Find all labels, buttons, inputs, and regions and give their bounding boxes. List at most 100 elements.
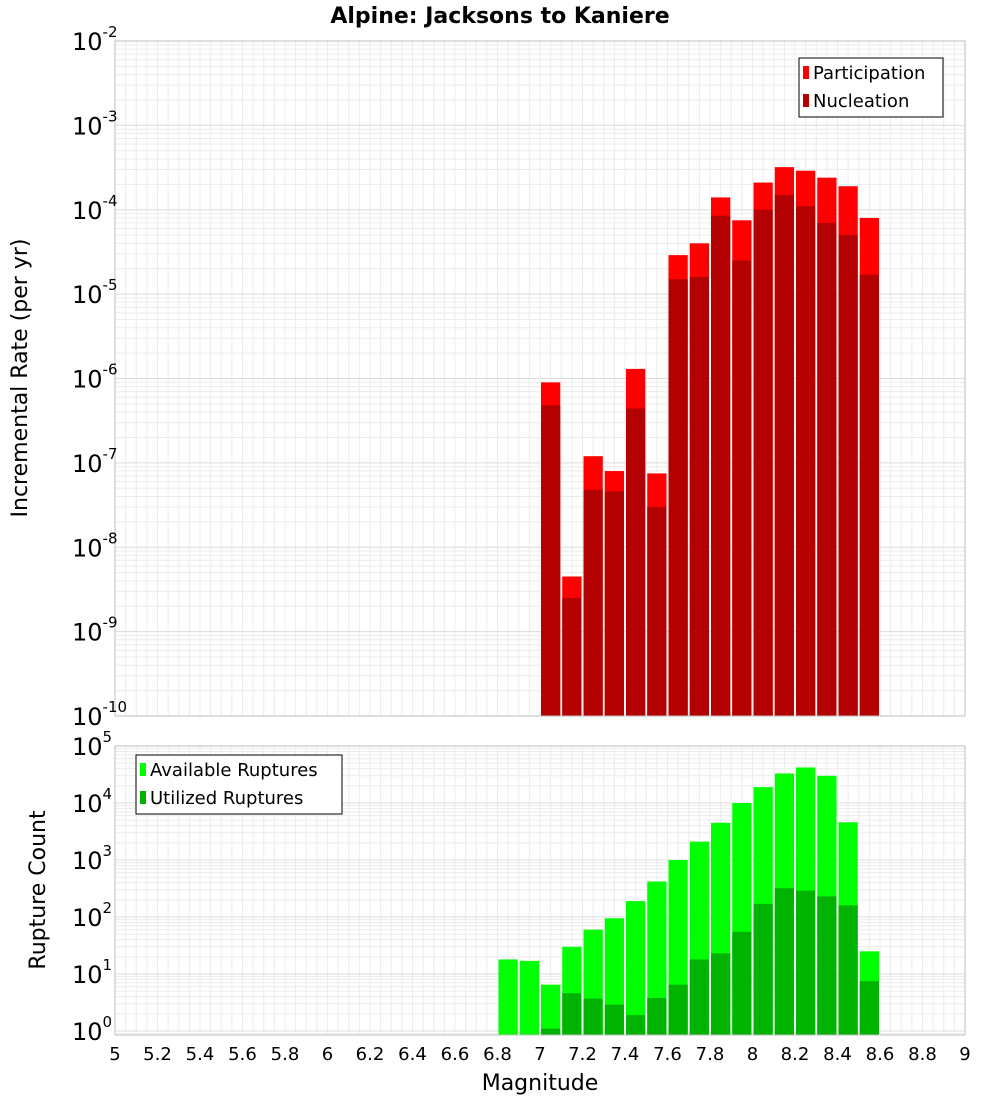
utilized-bar xyxy=(753,903,773,1035)
x-tick-label: 7 xyxy=(534,1044,545,1065)
participation-legend-swatch xyxy=(803,66,809,79)
utilized-bar xyxy=(668,984,688,1035)
utilized-bar xyxy=(541,1028,561,1035)
x-tick-label: 5.6 xyxy=(228,1044,257,1065)
count-bars xyxy=(498,767,879,1035)
nucleation-bar xyxy=(541,405,561,716)
nucleation-legend-swatch xyxy=(803,94,809,107)
x-tick-label: 8.2 xyxy=(781,1044,810,1065)
rate-bars xyxy=(541,167,879,717)
y-tick-label: 10-7 xyxy=(72,445,118,478)
utilized-bar xyxy=(817,896,837,1035)
x-tick-label: 7.8 xyxy=(696,1044,725,1065)
y-tick-label: 10-10 xyxy=(72,698,127,731)
x-tick-label: 6 xyxy=(322,1044,333,1065)
utilized-bar xyxy=(838,905,858,1035)
available-legend-swatch xyxy=(140,763,146,776)
utilized-legend-label: Utilized Ruptures xyxy=(150,788,303,809)
count-x-ticks: 5 5.2 5.4 5.6 5.8 6 6.2 6.4 6.6 6.8 7 7.2 7.4 7.6 7.8 8… xyxy=(109,1044,970,1065)
utilized-bar xyxy=(647,997,667,1035)
rate-y-ticks: 10-10 10-9 10-8 10-7 10-6 10-5 10-4 10-3 10-2 xyxy=(72,23,127,731)
y-tick-label: 101 xyxy=(72,956,112,989)
nucleation-bar xyxy=(562,598,582,716)
x-tick-label: 8 xyxy=(747,1044,758,1065)
x-axis-label: Magnitude xyxy=(482,1071,599,1096)
y-tick-label: 104 xyxy=(72,785,112,818)
utilized-bar xyxy=(583,998,603,1035)
utilized-bar xyxy=(796,890,816,1035)
x-tick-label: 6.4 xyxy=(398,1044,427,1065)
utilized-bar xyxy=(689,959,709,1035)
utilized-bar xyxy=(562,993,582,1035)
y-tick-label: 10-5 xyxy=(72,276,118,309)
y-tick-label: 10-4 xyxy=(72,192,118,225)
rate-gridlines xyxy=(114,40,966,717)
x-tick-label: 6.6 xyxy=(441,1044,470,1065)
chart-title: Alpine: Jacksons to Kaniere xyxy=(330,4,669,29)
count-legend-box xyxy=(135,754,343,815)
x-tick-label: 7.4 xyxy=(611,1044,640,1065)
nucleation-bar xyxy=(732,260,752,716)
available-bar xyxy=(498,959,518,1035)
nucleation-bar xyxy=(859,274,879,716)
x-tick-label: 5 xyxy=(109,1044,120,1065)
utilized-bar xyxy=(604,1004,624,1035)
y-tick-label: 102 xyxy=(72,899,112,932)
available-bar xyxy=(647,881,667,1035)
count-y-axis-label: Rupture Count xyxy=(26,810,51,970)
nucleation-bar xyxy=(838,235,858,716)
x-tick-label: 6.8 xyxy=(483,1044,512,1065)
y-tick-label: 10-2 xyxy=(72,23,118,56)
rate-panel: 10-10 10-9 10-8 10-7 10-6 10-5 10-4 10-3 10-2 In… xyxy=(8,23,966,731)
rate-plot-border xyxy=(114,40,966,717)
y-tick-label: 103 xyxy=(72,842,112,875)
utilized-bar xyxy=(626,1015,646,1035)
count-panel: 100 101 102 103 104 105 5 5.2 5.4 5.6 5.8 6 6.2 6.4 6… xyxy=(26,728,971,1096)
y-tick-label: 10-9 xyxy=(72,614,118,647)
nucleation-bar xyxy=(668,279,688,716)
utilized-bar xyxy=(859,981,879,1035)
y-tick-label: 100 xyxy=(72,1013,112,1046)
rate-y-axis-label: Incremental Rate (per yr) xyxy=(8,239,33,518)
y-tick-label: 10-8 xyxy=(72,529,118,562)
y-tick-label: 10-3 xyxy=(72,107,118,140)
available-legend-label: Available Ruptures xyxy=(150,760,318,781)
nucleation-bar xyxy=(604,491,624,716)
x-tick-label: 7.6 xyxy=(653,1044,682,1065)
count-legend: Available Ruptures Utilized Ruptures xyxy=(135,754,343,815)
nucleation-bar xyxy=(689,276,709,716)
nucleation-legend-label: Nucleation xyxy=(813,91,909,112)
participation-legend-label: Participation xyxy=(813,63,925,84)
nucleation-bar xyxy=(626,408,646,716)
rate-legend-box xyxy=(798,57,944,118)
utilized-bar xyxy=(711,953,731,1035)
utilized-bar xyxy=(732,931,752,1035)
nucleation-bar xyxy=(711,215,731,717)
utilized-bar xyxy=(774,888,794,1035)
nucleation-bar xyxy=(583,489,603,716)
count-plot-border xyxy=(114,745,966,1036)
available-bar xyxy=(626,901,646,1035)
x-tick-label: 5.8 xyxy=(271,1044,300,1065)
x-tick-label: 6.2 xyxy=(356,1044,385,1065)
nucleation-bar xyxy=(774,194,794,716)
rate-legend: Participation Nucleation xyxy=(798,57,944,118)
nucleation-bar xyxy=(796,206,816,716)
count-y-ticks: 100 101 102 103 104 105 xyxy=(72,728,112,1046)
nucleation-bar xyxy=(647,506,667,716)
x-tick-label: 5.2 xyxy=(143,1044,172,1065)
x-tick-label: 9 xyxy=(959,1044,970,1065)
x-tick-label: 5.4 xyxy=(186,1044,215,1065)
y-tick-label: 105 xyxy=(72,728,112,761)
x-tick-label: 8.8 xyxy=(908,1044,937,1065)
nucleation-bar xyxy=(753,209,773,716)
nucleation-bar xyxy=(817,222,837,716)
utilized-legend-swatch xyxy=(140,791,146,804)
available-bar xyxy=(541,984,561,1035)
available-bar xyxy=(519,960,539,1035)
y-tick-label: 10-6 xyxy=(72,361,118,394)
x-tick-label: 7.2 xyxy=(568,1044,597,1065)
x-tick-label: 8.6 xyxy=(866,1044,895,1065)
x-tick-label: 8.4 xyxy=(823,1044,852,1065)
